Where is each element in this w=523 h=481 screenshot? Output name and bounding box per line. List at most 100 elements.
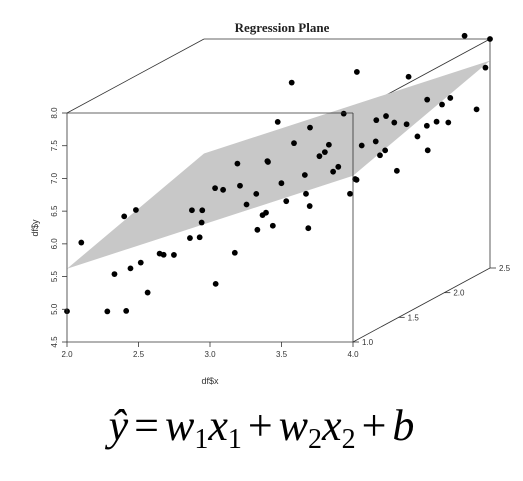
formula-plus-2: + — [361, 401, 387, 450]
data-point — [487, 36, 493, 42]
regression-plane-surface — [67, 60, 490, 269]
x-tick-label: 3.0 — [204, 350, 216, 359]
data-point — [187, 235, 193, 241]
y-tick-label: 5.5 — [50, 270, 59, 282]
x-tick-label: 2.5 — [133, 350, 145, 359]
data-point — [405, 73, 412, 80]
data-point — [234, 160, 241, 167]
data-point — [278, 180, 285, 187]
data-point — [424, 147, 431, 154]
chart-title: Regression Plane — [235, 20, 330, 35]
data-point — [461, 32, 468, 39]
data-point — [144, 289, 151, 296]
formula-x1-sub: 1 — [227, 424, 242, 455]
z-tick-label: 1.0 — [362, 338, 374, 347]
data-point — [439, 101, 445, 108]
data-point — [391, 119, 398, 126]
axis-ticks: 2.0 2.5 3.0 3.5 4.0 4.5 5.0 5.5 6.0 6.5 7.0 7.5 8.0 1… — [50, 107, 511, 359]
data-point — [231, 249, 238, 256]
data-point — [330, 168, 337, 175]
data-point — [347, 190, 353, 197]
y-tick-label: 7.0 — [50, 172, 59, 184]
data-point — [264, 158, 271, 165]
data-point — [104, 308, 111, 315]
z-tick-label: 2.0 — [453, 289, 465, 298]
data-point — [403, 121, 410, 128]
data-point — [433, 118, 440, 125]
data-point — [199, 207, 206, 214]
data-point — [303, 190, 309, 197]
formula-b: b — [392, 401, 415, 450]
data-point — [220, 186, 227, 193]
data-point — [353, 69, 360, 75]
data-point — [212, 280, 219, 287]
data-point — [325, 141, 332, 148]
formula-w2-sub: 2 — [308, 424, 323, 455]
x-axis-label: df$x — [201, 376, 219, 386]
box-edge-top-left-depth — [66, 38, 205, 114]
box-edge-bottom-right-depth — [352, 267, 491, 343]
data-point — [306, 203, 313, 209]
data-point — [373, 117, 380, 124]
y-tick-label: 6.5 — [50, 205, 59, 217]
data-point — [321, 149, 328, 156]
y-tick-label: 6.0 — [50, 238, 59, 250]
data-point — [473, 106, 480, 113]
data-point — [305, 225, 312, 232]
data-point — [171, 252, 177, 258]
data-point — [283, 198, 290, 205]
data-point — [243, 201, 250, 208]
data-point — [189, 207, 195, 214]
x-tick-label: 3.5 — [276, 350, 288, 359]
data-point — [445, 119, 452, 126]
data-point — [393, 167, 400, 174]
data-point — [447, 95, 454, 101]
data-point — [414, 133, 421, 140]
x-tick-label: 2.0 — [61, 350, 73, 359]
data-point — [423, 122, 430, 129]
data-point — [316, 153, 323, 160]
data-points — [64, 32, 493, 315]
data-point — [424, 96, 431, 103]
data-point — [111, 271, 118, 278]
y-tick-label: 4.5 — [50, 336, 59, 348]
data-point — [358, 142, 365, 149]
data-point — [160, 251, 167, 258]
formula-x1: x — [208, 401, 228, 450]
formula-x2: x — [322, 401, 342, 450]
y-tick-label: 7.5 — [50, 140, 59, 152]
regression-plane-3d-chart: Regression Plane 2.0 2.5 3.0 3.5 4.0 4.5 5.0 5.… — [30, 20, 511, 386]
formula-x2-sub: 2 — [341, 424, 356, 455]
data-point — [121, 213, 128, 220]
box-front-edges — [66, 112, 354, 343]
formula-w2: w — [278, 401, 309, 450]
data-point — [269, 222, 276, 229]
x-tick-label: 4.0 — [347, 350, 359, 359]
data-point — [291, 140, 297, 147]
data-point — [263, 209, 269, 216]
z-tick-label: 1.5 — [408, 313, 420, 322]
data-point — [123, 307, 130, 314]
formula-plus-1: + — [247, 401, 273, 450]
y-tick-label: 5.0 — [50, 303, 59, 315]
formula-equals: = — [134, 401, 159, 450]
data-point — [353, 176, 360, 183]
y-axis-label: df$y — [30, 219, 40, 237]
data-point — [137, 259, 144, 266]
data-point — [335, 163, 342, 170]
z-tick-label: 2.5 — [499, 264, 511, 273]
data-point — [253, 190, 260, 197]
data-point — [372, 138, 379, 145]
data-point — [198, 219, 205, 226]
regression-plane — [67, 60, 490, 269]
data-point — [382, 147, 389, 154]
data-point — [377, 152, 383, 159]
formula-w1-sub: 1 — [194, 424, 209, 455]
data-point — [212, 185, 218, 192]
data-point — [288, 79, 295, 86]
data-point — [237, 182, 243, 189]
data-point — [196, 234, 203, 241]
regression-formula: ŷ = w1x1 + w2x2 + b — [0, 385, 523, 467]
data-point — [301, 172, 308, 178]
data-point — [274, 119, 281, 125]
